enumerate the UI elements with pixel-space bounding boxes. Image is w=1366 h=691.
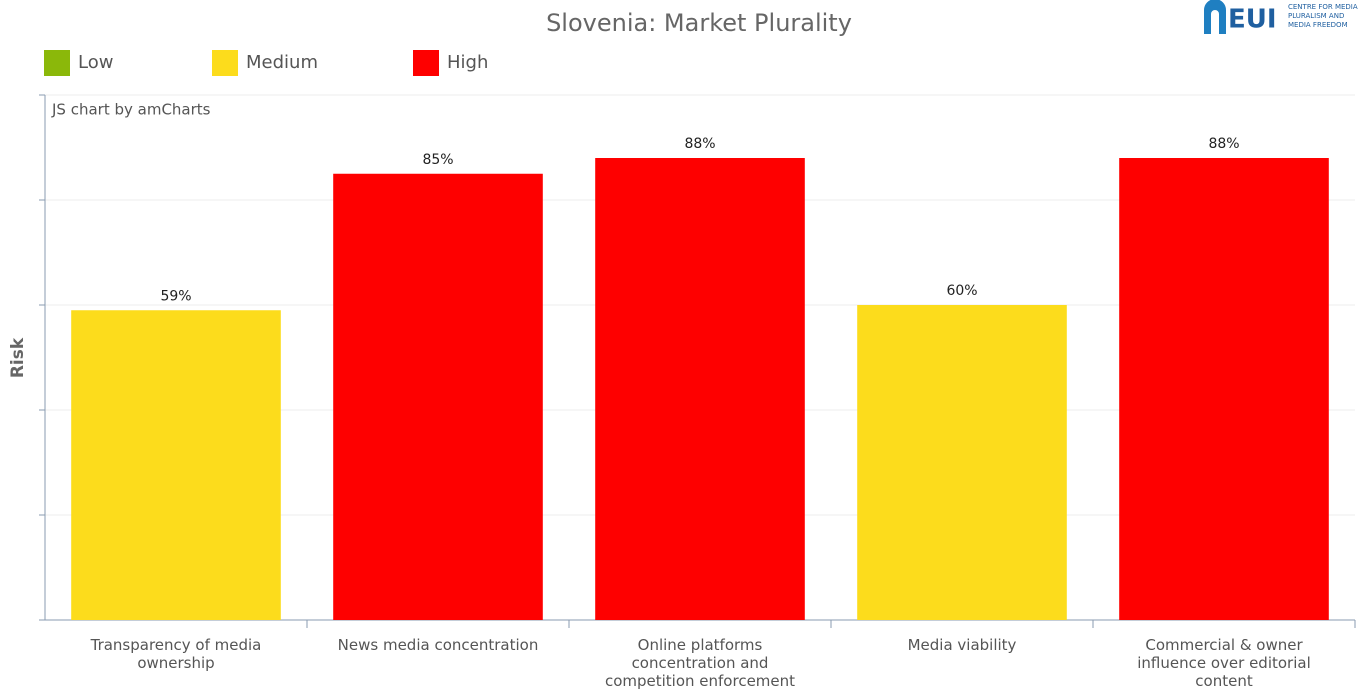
legend-swatch bbox=[212, 50, 238, 76]
legend-label: Medium bbox=[246, 52, 318, 73]
credit: JS chart by amCharts bbox=[51, 101, 211, 119]
legend-swatch bbox=[413, 50, 439, 76]
bar bbox=[1119, 158, 1329, 620]
value-label: 88% bbox=[1208, 136, 1239, 152]
bar bbox=[71, 310, 281, 620]
x-tick-label: Transparency of media ownership bbox=[90, 636, 262, 672]
legend-label: High bbox=[447, 52, 488, 73]
x-tick-label: Online platforms concentration and compe… bbox=[604, 636, 796, 690]
bar bbox=[857, 305, 1067, 620]
logo-caption: CENTRE FOR MEDIA PLURALISM AND MEDIA FRE… bbox=[1288, 3, 1358, 29]
y-axis-title: Risk bbox=[8, 337, 28, 378]
value-label: 60% bbox=[946, 283, 977, 299]
bar bbox=[333, 173, 543, 620]
logo-icon bbox=[1204, 0, 1226, 34]
value-label: 85% bbox=[422, 152, 453, 168]
value-label: 59% bbox=[160, 288, 191, 304]
logo-caption-box: CENTRE FOR MEDIA PLURALISM AND MEDIA FRE… bbox=[1288, 3, 1358, 29]
x-tick-label: Commercial & owner influence over editor… bbox=[1137, 636, 1311, 690]
x-tick-label: News media concentration bbox=[337, 636, 539, 654]
chart-title: Slovenia: Market Plurality bbox=[546, 9, 852, 37]
legend-swatch bbox=[44, 50, 70, 76]
legend-label: Low bbox=[78, 52, 113, 73]
x-tick-label: Media viability bbox=[907, 636, 1017, 654]
bar bbox=[595, 158, 805, 620]
value-label: 88% bbox=[684, 136, 715, 152]
logo-text: EUI bbox=[1228, 5, 1277, 35]
